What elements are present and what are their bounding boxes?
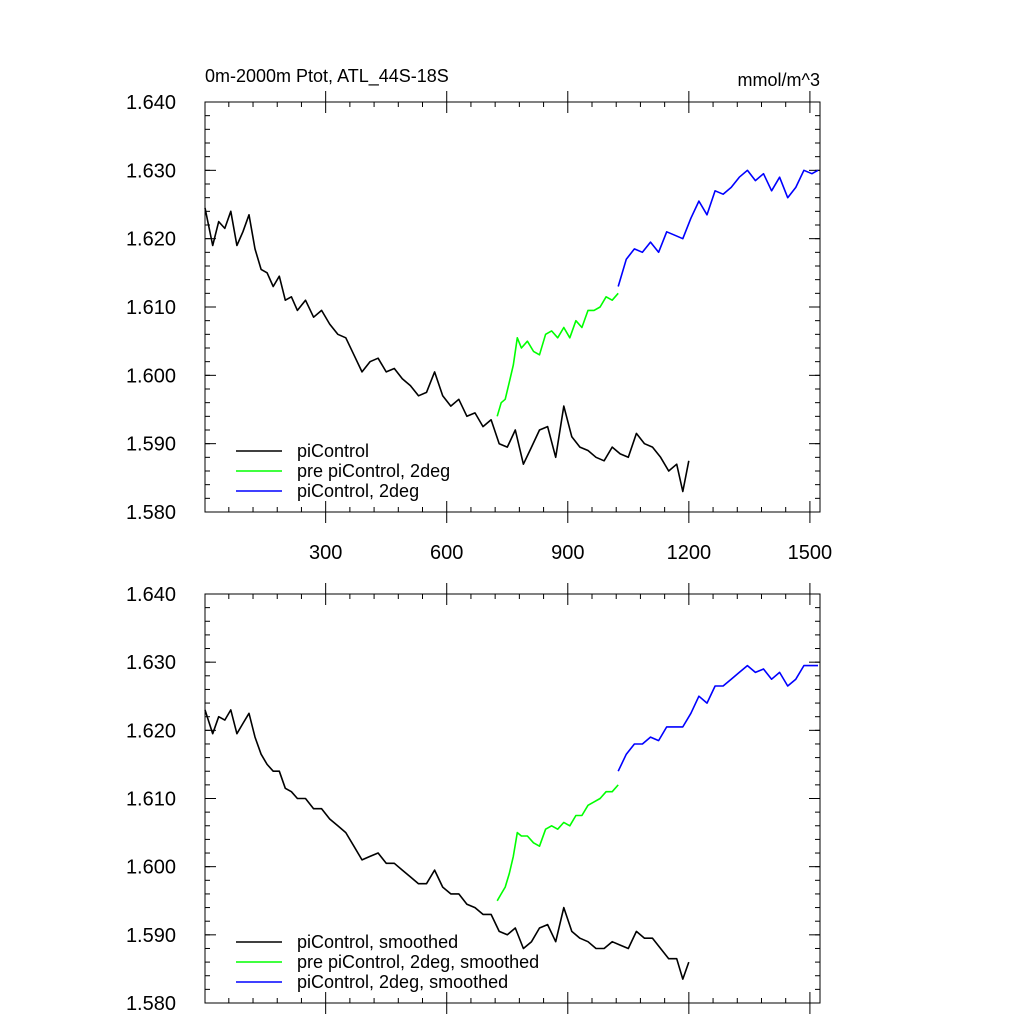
units-label: mmol/m^3 [738, 70, 820, 90]
x-tick-label: 900 [551, 542, 584, 564]
x-tick-label: 300 [309, 542, 342, 564]
y-tick-label: 1.590 [126, 925, 176, 947]
y-tick-label: 1.640 [126, 584, 176, 606]
y-tick-label: 1.610 [126, 297, 176, 319]
series-line [617, 664, 818, 772]
y-tick-label: 1.590 [126, 434, 176, 456]
series-line [496, 292, 619, 417]
x-tick-label: 1200 [667, 542, 712, 564]
y-tick-label: 1.620 [126, 720, 176, 742]
chart-title: 0m-2000m Ptot, ATL_44S-18S [205, 66, 449, 87]
y-tick-label: 1.630 [126, 160, 176, 182]
legend-label: pre piControl, 2deg, smoothed [297, 952, 539, 972]
series-line [496, 784, 619, 902]
y-tick-label: 1.600 [126, 857, 176, 879]
series-line [204, 709, 690, 980]
legend-label: piControl, smoothed [297, 932, 458, 952]
x-tick-label: 1500 [788, 542, 833, 564]
legend-label: piControl [297, 441, 369, 461]
x-tick-label: 600 [430, 542, 463, 564]
legend-label: piControl, 2deg, smoothed [297, 972, 508, 992]
legend-label: piControl, 2deg [297, 481, 419, 501]
top-panel: 1.580 1.590 1.600 1.610 1.620 1.630 1.640 300 60… [126, 91, 832, 564]
y-tick-label: 1.630 [126, 652, 176, 674]
series-line [617, 169, 819, 287]
y-tick-label: 1.600 [126, 365, 176, 387]
bottom-panel: 1.580 1.590 1.600 1.610 1.620 1.630 1.640 piCon… [126, 583, 821, 1015]
y-tick-label: 1.580 [126, 502, 176, 524]
y-tick-label: 1.580 [126, 993, 176, 1015]
series-line [204, 207, 690, 493]
y-tick-label: 1.620 [126, 229, 176, 251]
y-tick-label: 1.610 [126, 789, 176, 811]
legend-label: pre piControl, 2deg [297, 461, 450, 481]
y-tick-label: 1.640 [126, 92, 176, 114]
